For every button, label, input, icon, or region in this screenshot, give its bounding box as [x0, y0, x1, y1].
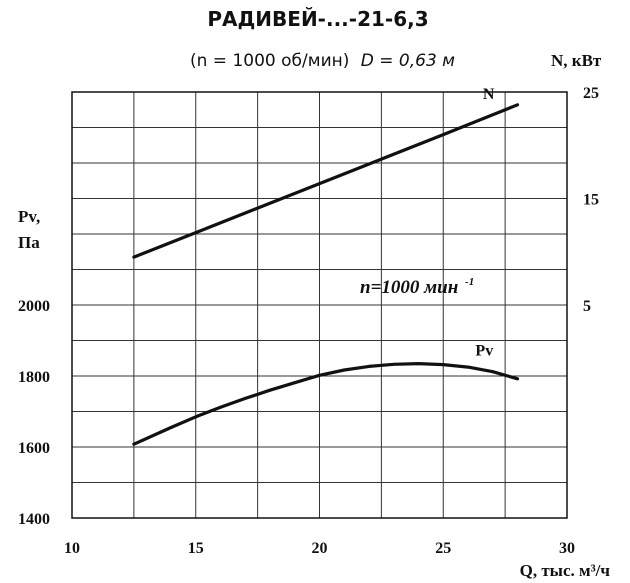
series-label-pv: Pv: [475, 343, 493, 360]
speed-annotation-text: n=1000 мин: [360, 277, 458, 298]
series-line-n: [132, 103, 520, 259]
x-tick-label: 10: [64, 540, 80, 557]
series: N Pv: [132, 86, 520, 446]
grid: [72, 92, 567, 518]
x-tick-label: 20: [312, 540, 328, 557]
y2-tick-label: 15: [583, 192, 599, 209]
x-tick-label: 15: [188, 540, 204, 557]
speed-annotation-superscript: -1: [465, 276, 474, 288]
plot-frame: [71, 91, 568, 519]
y-axis-label-line-2: Па: [18, 233, 40, 252]
y-tick-label: 1600: [18, 440, 50, 457]
y2-axis-label: N, кВт: [551, 51, 602, 70]
y2-tick-label: 25: [583, 85, 599, 102]
y-axis-label-line-1: Pv,: [18, 207, 40, 226]
x-axis-label: Q, тыс. м³/ч: [520, 561, 611, 580]
y-axis-label: Pv, Па: [18, 207, 44, 252]
y-tick-labels: 1400 1600 1800 2000: [18, 298, 50, 528]
y-tick-label: 2000: [18, 298, 50, 315]
series-line-pv: [132, 362, 520, 446]
subtitle-speed: (n = 1000 об/мин): [190, 51, 349, 71]
chart-title: РАДИВЕЙ-...-21-6,3: [207, 7, 428, 31]
y2-tick-labels: 5 15 25: [583, 85, 599, 315]
x-tick-label: 25: [435, 540, 451, 557]
y2-tick-label: 5: [583, 298, 591, 315]
speed-annotation: n=1000 мин -1: [360, 276, 474, 298]
y-tick-label: 1400: [18, 511, 50, 528]
series-label-n: N: [483, 86, 495, 103]
x-tick-labels: 10 15 20 25 30: [64, 540, 575, 557]
subtitle-diameter: D = 0,63 м: [361, 51, 455, 71]
y-tick-label: 1800: [18, 369, 50, 386]
x-tick-label: 30: [559, 540, 575, 557]
chart-subtitle: (n = 1000 об/мин) D = 0,63 м: [190, 51, 455, 71]
